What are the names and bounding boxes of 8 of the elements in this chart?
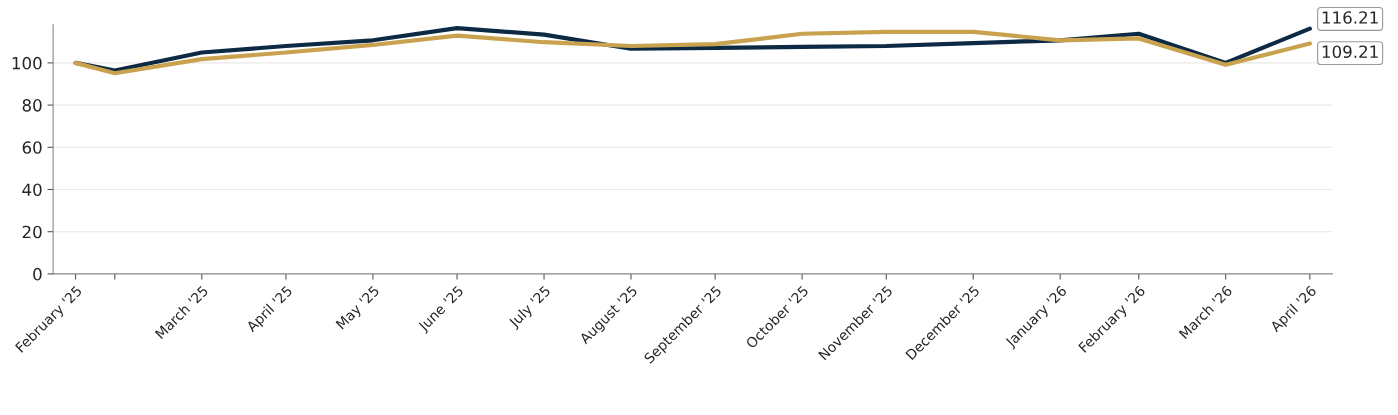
data-label: 109.21 xyxy=(1322,45,1378,59)
y-tick-label: 40 xyxy=(22,183,42,197)
data-label: 116.21 xyxy=(1322,11,1378,24)
y-tick-label: 0 xyxy=(33,267,42,281)
y-tick-label: 100 xyxy=(12,56,42,70)
y-tick-label: 20 xyxy=(22,225,42,239)
y-tick-label: 60 xyxy=(22,141,42,154)
y-tick-label: 80 xyxy=(22,99,42,112)
